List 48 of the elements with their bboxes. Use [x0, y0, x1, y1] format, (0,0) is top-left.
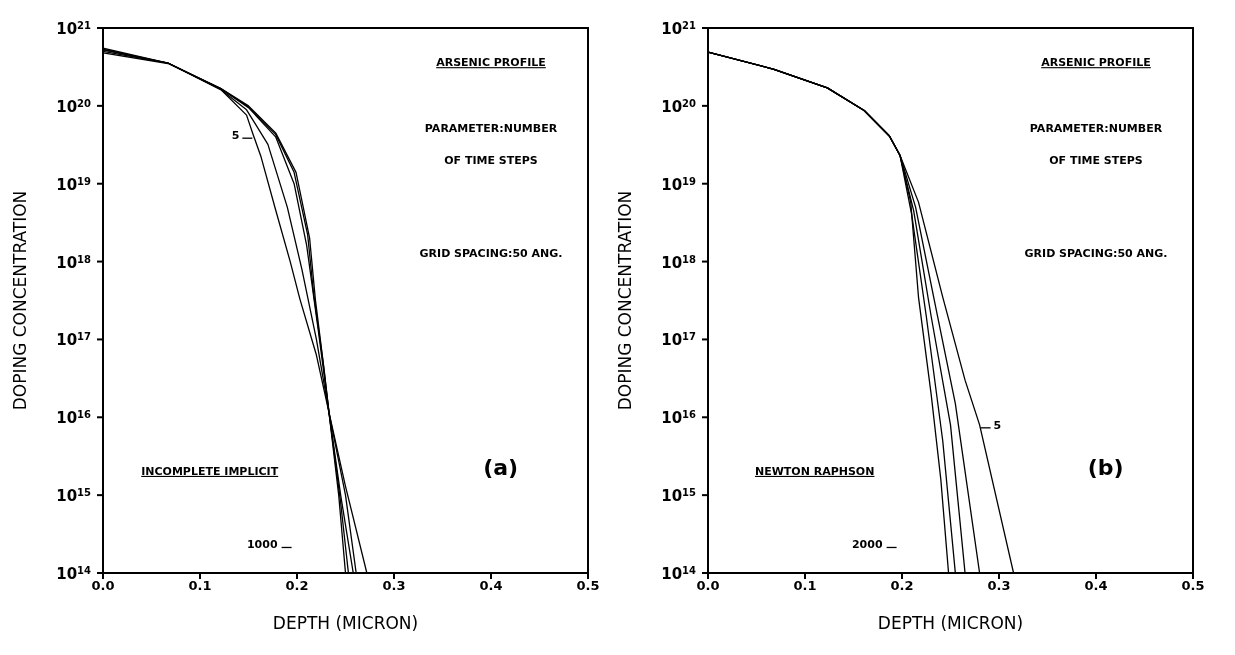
y-tick-label: 10$^{14}$ [661, 564, 697, 583]
annotation: PARAMETER:NUMBER [424, 121, 558, 135]
annotation: (a) [483, 454, 519, 480]
annotation: OF TIME STEPS [1049, 154, 1143, 168]
x-tick-label: 0.2 [285, 578, 309, 594]
x-tick-label: 0.3 [987, 578, 1011, 594]
x-tick-label: 0.4 [479, 578, 503, 594]
annotation: ARSENIC PROFILE [1041, 56, 1151, 70]
x-tick-label: 0.1 [188, 578, 212, 594]
x-tick-label: 0.0 [696, 578, 720, 594]
annotation: 2000 [851, 538, 883, 552]
y-tick-label: 10$^{20}$ [56, 97, 92, 116]
annotation: 5 [231, 129, 240, 143]
annotation: GRID SPACING:50 ANG. [1024, 246, 1168, 260]
y-axis-title: DOPING CONCENTRATION [10, 190, 31, 411]
y-tick-label: 10$^{16}$ [661, 408, 697, 428]
x-tick-label: 0.1 [793, 578, 817, 594]
y-tick-label: 10$^{21}$ [661, 19, 697, 38]
x-tick-label: 0.5 [1181, 578, 1205, 594]
y-tick-label: 10$^{15}$ [661, 486, 697, 506]
y-tick-label: 10$^{17}$ [661, 330, 697, 350]
y-tick-label: 10$^{16}$ [56, 408, 92, 428]
y-tick-label: 10$^{20}$ [661, 97, 697, 116]
y-tick-label: 10$^{14}$ [56, 564, 92, 583]
y-tick-label: 10$^{19}$ [56, 175, 92, 194]
x-tick-label: 0.2 [890, 578, 914, 594]
annotation: (b) [1087, 454, 1124, 480]
x-tick-label: 0.0 [91, 578, 115, 594]
annotation: OF TIME STEPS [444, 154, 538, 168]
x-tick-label: 0.5 [576, 578, 600, 594]
y-tick-label: 10$^{21}$ [56, 19, 92, 38]
annotation: PARAMETER:NUMBER [1029, 121, 1163, 135]
y-tick-label: 10$^{18}$ [56, 253, 92, 272]
annotation: ARSENIC PROFILE [436, 56, 546, 70]
y-tick-label: 10$^{19}$ [661, 175, 697, 194]
y-tick-label: 10$^{18}$ [661, 253, 697, 272]
x-axis-title: DEPTH (MICRON) [272, 613, 419, 633]
x-tick-label: 0.4 [1084, 578, 1108, 594]
x-axis-title: DEPTH (MICRON) [877, 613, 1024, 633]
y-axis-title: DOPING CONCENTRATION [615, 190, 636, 411]
annotation: 5 [993, 418, 1002, 432]
y-tick-label: 10$^{17}$ [56, 330, 92, 350]
x-tick-label: 0.3 [382, 578, 406, 594]
annotation: 1000 [246, 538, 278, 552]
y-tick-label: 10$^{15}$ [56, 486, 92, 506]
annotation: NEWTON RAPHSON [754, 464, 875, 478]
annotation: GRID SPACING:50 ANG. [419, 246, 563, 260]
annotation: INCOMPLETE IMPLICIT [141, 464, 279, 478]
